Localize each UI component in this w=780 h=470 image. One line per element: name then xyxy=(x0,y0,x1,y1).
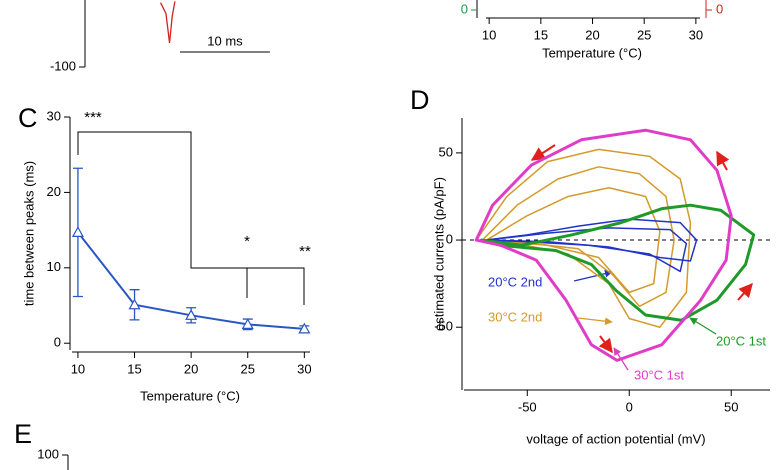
x-axis-label: Temperature (°C) xyxy=(140,388,240,403)
label-pointers xyxy=(573,269,717,371)
x-axis-label: Temperature (°C) xyxy=(542,45,642,60)
x-tick-label: 50 xyxy=(724,399,738,414)
significance-label: ** xyxy=(299,243,311,260)
panel-label: C xyxy=(18,103,38,133)
loop xyxy=(479,203,756,322)
y-tick-label: 10 xyxy=(47,259,61,274)
y-axis-label: estimated currents (pA/pF) xyxy=(431,177,446,331)
y-tick-label: 0 xyxy=(461,1,468,16)
y-tick-label: 100 xyxy=(37,446,59,461)
panel-label: E xyxy=(14,419,32,449)
y-tick-label: -100 xyxy=(50,58,76,73)
y-tick-label: 50 xyxy=(439,144,453,159)
y-tick-label: 0 xyxy=(446,231,453,246)
loop xyxy=(474,128,733,362)
marker xyxy=(71,226,84,237)
marker xyxy=(128,298,141,310)
direction-arrows xyxy=(530,144,753,354)
trace xyxy=(159,1,176,43)
marker xyxy=(241,318,254,329)
y-axis-label: time between peaks (ms) xyxy=(21,161,36,306)
y2-tick-label: 0 xyxy=(716,1,723,16)
series-label: 20°C 2nd xyxy=(488,274,542,289)
marker xyxy=(298,322,311,334)
series-label: 20°C 1st xyxy=(716,333,766,348)
x-tick-label: 15 xyxy=(534,27,548,42)
x-tick-label: 15 xyxy=(127,361,141,376)
x-axis-label: voltage of action potential (mV) xyxy=(526,431,705,446)
significance-label: * xyxy=(244,233,250,250)
y-tick-label: -50 xyxy=(434,319,453,334)
y-tick-label: 0 xyxy=(54,335,61,350)
loop xyxy=(481,166,675,308)
y-tick-label: 30 xyxy=(47,108,61,123)
significance-brackets xyxy=(77,131,305,305)
series-label: 30°C 2nd xyxy=(488,309,542,324)
x-tick-label: 10 xyxy=(482,27,496,42)
x-tick-label: 0 xyxy=(626,399,633,414)
marker xyxy=(185,309,198,320)
x-tick-label: -50 xyxy=(518,399,537,414)
x-tick-label: 25 xyxy=(241,361,255,376)
series-label: 30°C 1st xyxy=(634,367,684,382)
x-tick-label: 30 xyxy=(689,27,703,42)
x-tick-label: 30 xyxy=(297,361,311,376)
significance-label: *** xyxy=(84,109,102,126)
x-tick-label: 20 xyxy=(184,361,198,376)
panel-label: D xyxy=(410,85,430,115)
y-tick-label: 20 xyxy=(47,184,61,199)
loop xyxy=(485,186,661,294)
loop xyxy=(485,227,688,273)
x-tick-label: 25 xyxy=(637,27,651,42)
x-tick-label: 10 xyxy=(71,361,85,376)
scale-bar-label: 10 ms xyxy=(207,33,243,48)
x-tick-label: 20 xyxy=(585,27,599,42)
